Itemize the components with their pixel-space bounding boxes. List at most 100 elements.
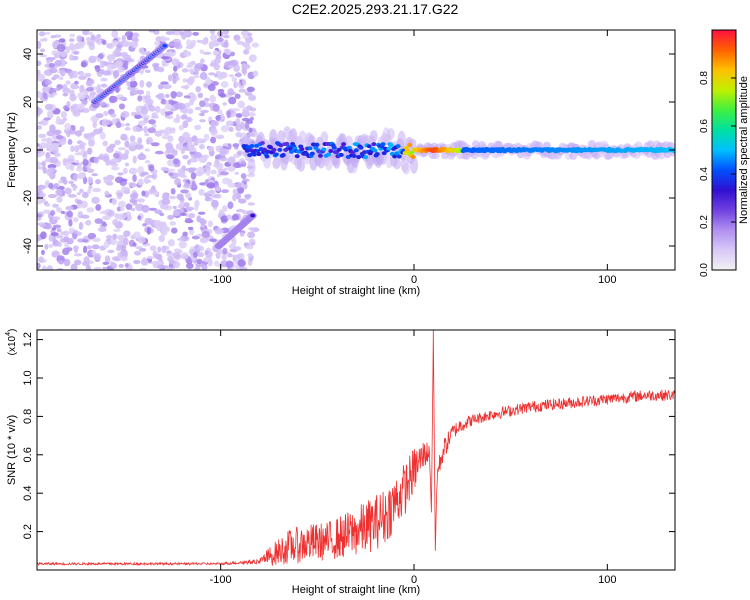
- noise-blob: [251, 42, 259, 48]
- noise-blob: [67, 139, 73, 145]
- noise-blob: [87, 176, 94, 184]
- band-halo: [320, 131, 329, 144]
- noise-blob: [92, 187, 101, 193]
- band-point: [247, 153, 253, 158]
- band-point: [256, 152, 262, 157]
- noise-blob: [189, 157, 199, 163]
- noise-blob: [173, 248, 181, 253]
- noise-blob: [58, 259, 64, 265]
- noise-blob: [37, 184, 46, 190]
- noise-blob: [207, 258, 213, 267]
- noise-blob: [44, 31, 51, 36]
- noise-blob: [200, 109, 209, 114]
- noise-blob: [44, 79, 53, 86]
- noise-blob: [172, 30, 182, 36]
- noise-blob: [170, 90, 177, 99]
- noise-blob: [129, 193, 137, 200]
- noise-blob: [44, 223, 52, 230]
- noise-blob: [59, 76, 64, 81]
- noise-blob: [145, 98, 154, 105]
- noise-blob: [124, 140, 130, 148]
- noise-blob: [184, 102, 191, 109]
- noise-blob: [173, 41, 181, 47]
- noise-blob: [73, 51, 80, 55]
- noise-blob: [179, 31, 184, 36]
- noise-blob: [37, 60, 42, 67]
- noise-blob: [107, 209, 115, 217]
- band-halo: [410, 156, 418, 174]
- noise-blob: [167, 214, 175, 220]
- band-point: [321, 147, 327, 152]
- noise-blob: [209, 94, 217, 103]
- noise-blob: [87, 232, 97, 240]
- noise-blob: [98, 127, 103, 134]
- noise-blob: [44, 103, 53, 111]
- noise-blob: [72, 173, 78, 182]
- noise-blob: [235, 113, 243, 118]
- noise-blob: [68, 54, 74, 61]
- noise-blob: [114, 212, 120, 220]
- y-tick-label: 20: [22, 96, 34, 108]
- noise-blob: [55, 188, 63, 197]
- noise-blob: [191, 135, 198, 143]
- noise-blob: [128, 33, 134, 38]
- noise-blob: [118, 96, 127, 101]
- noise-blob: [245, 244, 254, 250]
- spectrogram-panel: -100 0 100 -40 -20 0 20 40 Height of straight l…: [6, 29, 676, 297]
- y-tick-label: 0.6: [22, 447, 34, 462]
- band-point: [262, 147, 268, 152]
- noise-blob: [92, 120, 98, 129]
- noise-blob: [120, 206, 125, 212]
- noise-blob: [180, 174, 188, 178]
- noise-blob: [212, 40, 220, 47]
- y-tick-label: 1.0: [22, 370, 34, 385]
- spectrogram-marks: [37, 30, 675, 270]
- noise-blob: [183, 50, 192, 57]
- noise-blob: [56, 196, 63, 203]
- noise-blob: [155, 94, 163, 99]
- y-tick-label: 40: [22, 48, 34, 60]
- noise-blob: [166, 115, 174, 120]
- noise-blob: [122, 54, 131, 61]
- band-point: [309, 151, 315, 156]
- noise-blob: [180, 114, 188, 120]
- noise-blob: [47, 110, 54, 118]
- noise-blob: [49, 124, 56, 133]
- y-tick-label: -20: [22, 190, 34, 206]
- noise-blob: [174, 172, 182, 177]
- noise-blob: [141, 204, 150, 213]
- noise-blob: [212, 103, 220, 112]
- noise-blob: [172, 211, 180, 217]
- noise-blob: [148, 30, 156, 33]
- band-point: [271, 147, 277, 152]
- noise-blob: [86, 245, 92, 250]
- noise-blob: [99, 132, 106, 140]
- noise-blob: [218, 229, 225, 233]
- noise-blob: [186, 206, 195, 211]
- noise-blob: [144, 69, 151, 73]
- noise-blob: [68, 227, 75, 233]
- noise-blob: [69, 38, 75, 42]
- band-halo: [569, 151, 578, 160]
- noise-blob: [172, 251, 181, 259]
- noise-blob: [137, 236, 146, 244]
- noise-blob: [54, 53, 60, 59]
- noise-blob: [228, 126, 234, 132]
- noise-blob: [116, 43, 122, 50]
- noise-blob: [130, 41, 139, 49]
- noise-blob: [143, 125, 148, 134]
- noise-blob: [183, 202, 190, 208]
- noise-blob: [88, 139, 95, 147]
- noise-blob: [37, 90, 41, 98]
- band-point: [409, 150, 415, 155]
- noise-blob: [138, 120, 146, 127]
- noise-blob: [159, 212, 165, 217]
- noise-blob: [204, 196, 211, 202]
- colorbar-tick-label: 0.2: [699, 215, 710, 229]
- noise-blob: [87, 132, 96, 137]
- x-tick-label: 0: [411, 274, 417, 286]
- noise-blob: [130, 76, 136, 82]
- noise-blob: [37, 234, 41, 242]
- noise-blob: [192, 31, 200, 36]
- noise-blob: [210, 120, 220, 127]
